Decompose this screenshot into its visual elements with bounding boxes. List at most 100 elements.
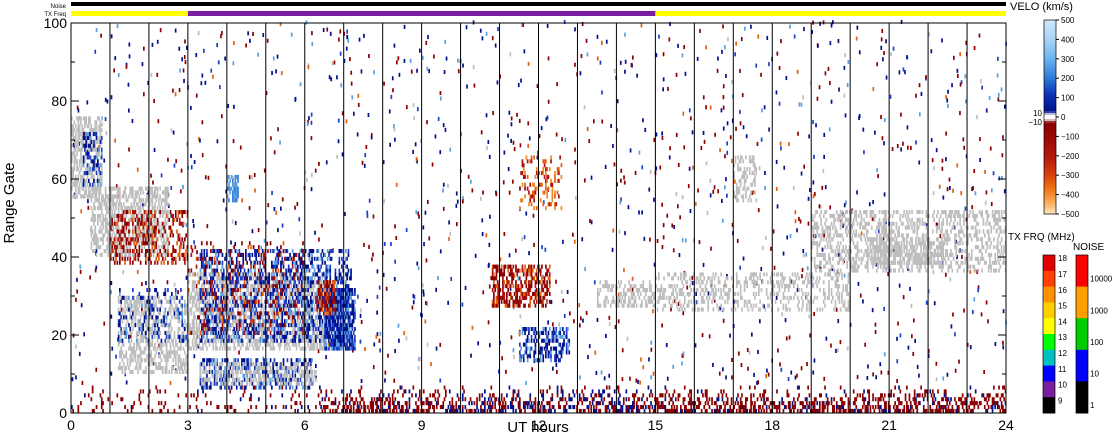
scatter-cell: [269, 299, 272, 304]
scatter-cell: [180, 189, 182, 194]
scatter-cell: [989, 146, 992, 151]
scatter-cell: [125, 225, 128, 230]
scatter-cell: [176, 229, 178, 234]
scatter-cell: [268, 342, 271, 347]
scatter-cell: [204, 330, 207, 335]
scatter-cell: [146, 233, 148, 238]
scatter-cell: [189, 295, 191, 300]
scatter-cell: [780, 367, 783, 372]
scatter-cell: [87, 116, 90, 121]
scatter-cell: [213, 249, 216, 254]
scatter-cell: [152, 213, 155, 218]
scatter-cell: [168, 369, 171, 374]
scatter-cell: [435, 346, 438, 351]
scatter-cell: [217, 276, 220, 281]
scatter-cell: [232, 299, 234, 304]
scatter-cell: [239, 319, 242, 324]
scatter-cell: [746, 348, 749, 353]
scatter-cell: [80, 132, 82, 137]
scatter-cell: [176, 303, 178, 308]
scatter-cell: [672, 248, 675, 253]
scatter-cell: [212, 330, 215, 335]
scatter-cell: [698, 240, 701, 245]
scatter-cell: [151, 315, 154, 320]
scatter-cell: [871, 216, 874, 221]
scatter-cell: [93, 139, 95, 144]
scatter-cell: [174, 350, 177, 355]
scatter-cell: [181, 237, 184, 242]
scatter-cell: [289, 311, 291, 316]
scatter-cell: [232, 175, 235, 180]
scatter-cell: [252, 264, 255, 269]
scatter-cell: [163, 311, 165, 316]
scatter-cell: [760, 137, 763, 142]
scatter-cell: [271, 346, 273, 351]
scatter-cell: [100, 202, 103, 207]
scatter-cell: [346, 34, 348, 39]
scatter-cell: [946, 372, 949, 377]
scatter-cell: [281, 311, 284, 316]
scatter-cell: [95, 265, 98, 270]
scatter-cell: [119, 256, 121, 261]
scatter-cell: [819, 265, 821, 270]
scatter-cell: [263, 338, 265, 343]
scatter-cell: [174, 354, 177, 359]
scatter-cell: [84, 116, 86, 121]
scatter-cell: [294, 276, 297, 281]
scatter-cell: [740, 37, 743, 42]
scatter-cell: [181, 311, 184, 316]
scatter-cell: [276, 260, 278, 265]
scatter-cell: [221, 252, 224, 257]
scatter-cell: [74, 132, 77, 137]
scatter-cell: [167, 338, 169, 343]
scatter-cell: [146, 198, 148, 203]
scatter-cell: [291, 311, 294, 316]
scatter-cell: [259, 303, 261, 308]
scatter-cell: [143, 217, 146, 222]
scatter-cell: [85, 116, 87, 121]
scatter-cell: [671, 223, 674, 228]
scatter-cell: [250, 323, 252, 328]
scatter-cell: [290, 319, 293, 324]
scatter-cell: [248, 338, 251, 343]
scatter-cell: [289, 299, 291, 304]
scatter-cell: [145, 281, 147, 286]
scatter-cell: [82, 155, 85, 160]
scatter-cell: [308, 291, 311, 296]
scatter-cell: [198, 303, 200, 308]
scatter-cell: [593, 280, 596, 285]
scatter-cell: [143, 311, 146, 316]
scatter-cell: [120, 295, 122, 300]
scatter-cell: [185, 323, 187, 328]
scatter-cell: [151, 295, 154, 300]
scatter-cell: [145, 358, 147, 363]
scatter-cell: [185, 222, 188, 227]
scatter-cell: [169, 354, 172, 359]
scatter-cell: [86, 139, 89, 144]
scatter-cell: [164, 206, 167, 211]
scatter-cell: [939, 234, 942, 239]
scatter-cell: [72, 182, 74, 187]
scatter-cell: [178, 221, 181, 226]
scatter-cell: [187, 291, 190, 296]
scatter-cell: [228, 288, 230, 293]
scatter-cell: [299, 231, 301, 236]
scatter-cell: [287, 280, 290, 285]
scatter-cell: [842, 223, 844, 228]
scatter-cell: [138, 210, 141, 215]
scatter-cell: [971, 205, 973, 210]
scatter-cell: [280, 71, 283, 76]
scatter-cell: [132, 221, 134, 226]
scatter-cell: [146, 315, 148, 320]
scatter-cell: [185, 358, 187, 363]
scatter-cell: [119, 354, 121, 359]
scatter-cell: [145, 237, 147, 242]
scatter-cell: [555, 132, 558, 137]
scatter-cell: [422, 55, 424, 60]
scatter-cell: [285, 268, 287, 273]
scatter-cell: [267, 338, 269, 343]
scatter-cell: [830, 343, 832, 348]
scatter-cell: [86, 171, 89, 176]
scatter-cell: [273, 280, 276, 285]
scatter-cell: [491, 36, 494, 41]
